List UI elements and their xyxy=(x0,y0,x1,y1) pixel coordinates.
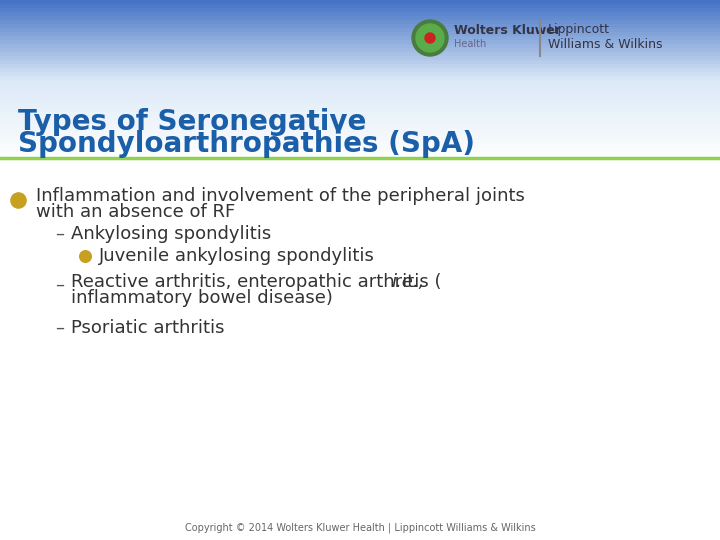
Text: Copyright © 2014 Wolters Kluwer Health | Lippincott Williams & Wilkins: Copyright © 2014 Wolters Kluwer Health |… xyxy=(184,523,536,534)
Text: –: – xyxy=(55,225,64,243)
Bar xyxy=(0,35,720,37)
Bar xyxy=(0,45,720,48)
Bar xyxy=(0,100,720,104)
Bar xyxy=(0,64,720,66)
Bar xyxy=(0,51,720,53)
Text: Psoriatic arthritis: Psoriatic arthritis xyxy=(71,319,225,337)
Bar xyxy=(0,0,720,3)
Text: Wolters Kluwer: Wolters Kluwer xyxy=(454,24,561,37)
Text: with an absence of RF: with an absence of RF xyxy=(36,203,235,221)
Bar xyxy=(0,144,720,148)
Bar xyxy=(0,11,720,14)
Bar xyxy=(0,16,720,19)
Bar xyxy=(0,37,720,40)
Circle shape xyxy=(425,33,435,43)
Bar xyxy=(0,19,720,22)
Bar xyxy=(0,53,720,56)
Bar xyxy=(0,108,720,112)
Bar xyxy=(0,40,720,43)
Text: Inflammation and involvement of the peripheral joints: Inflammation and involvement of the peri… xyxy=(36,187,525,205)
Point xyxy=(12,195,24,204)
Bar xyxy=(0,43,720,45)
Bar xyxy=(0,96,720,100)
Bar xyxy=(0,66,720,69)
Text: Juvenile ankylosing spondylitis: Juvenile ankylosing spondylitis xyxy=(99,247,375,265)
Bar xyxy=(0,5,720,8)
Bar xyxy=(0,120,720,124)
Bar xyxy=(0,136,720,140)
Bar xyxy=(0,152,720,156)
Bar xyxy=(0,92,720,96)
Bar xyxy=(0,84,720,88)
Bar xyxy=(0,14,720,16)
Bar xyxy=(0,59,720,62)
Circle shape xyxy=(412,20,448,56)
Bar xyxy=(0,148,720,152)
Bar xyxy=(0,116,720,120)
Bar xyxy=(0,56,720,59)
Bar xyxy=(0,88,720,92)
Bar xyxy=(0,22,720,24)
Text: Williams & Wilkins: Williams & Wilkins xyxy=(548,37,662,51)
Bar xyxy=(0,104,720,108)
Bar xyxy=(0,62,720,64)
Bar xyxy=(0,69,720,72)
Bar xyxy=(0,128,720,132)
Text: Lippincott: Lippincott xyxy=(548,24,610,37)
Text: Health: Health xyxy=(454,39,486,49)
Text: i.e.,: i.e., xyxy=(391,273,424,291)
Bar xyxy=(0,140,720,144)
Bar xyxy=(0,77,720,80)
Circle shape xyxy=(416,24,444,52)
Text: –: – xyxy=(55,319,64,337)
Bar xyxy=(0,26,720,29)
Bar xyxy=(0,48,720,51)
Bar xyxy=(0,156,720,160)
Bar xyxy=(0,32,720,35)
Bar xyxy=(0,75,720,77)
Bar xyxy=(0,160,720,540)
Text: Spondyloarthropathies (SpA): Spondyloarthropathies (SpA) xyxy=(18,130,475,158)
Bar xyxy=(0,124,720,128)
Bar xyxy=(0,24,720,26)
Bar xyxy=(0,8,720,11)
Text: Reactive arthritis, enteropathic arthritis (: Reactive arthritis, enteropathic arthrit… xyxy=(71,273,441,291)
Text: inflammatory bowel disease): inflammatory bowel disease) xyxy=(71,289,333,307)
Bar xyxy=(0,80,720,84)
Text: Ankylosing spondylitis: Ankylosing spondylitis xyxy=(71,225,271,243)
Bar xyxy=(0,132,720,136)
Point xyxy=(79,252,91,260)
Bar xyxy=(0,29,720,32)
Bar xyxy=(0,3,720,5)
Text: –: – xyxy=(55,276,64,294)
Bar xyxy=(0,112,720,116)
Text: Types of Seronegative: Types of Seronegative xyxy=(18,108,366,136)
Bar xyxy=(0,0,720,80)
Bar xyxy=(0,72,720,75)
